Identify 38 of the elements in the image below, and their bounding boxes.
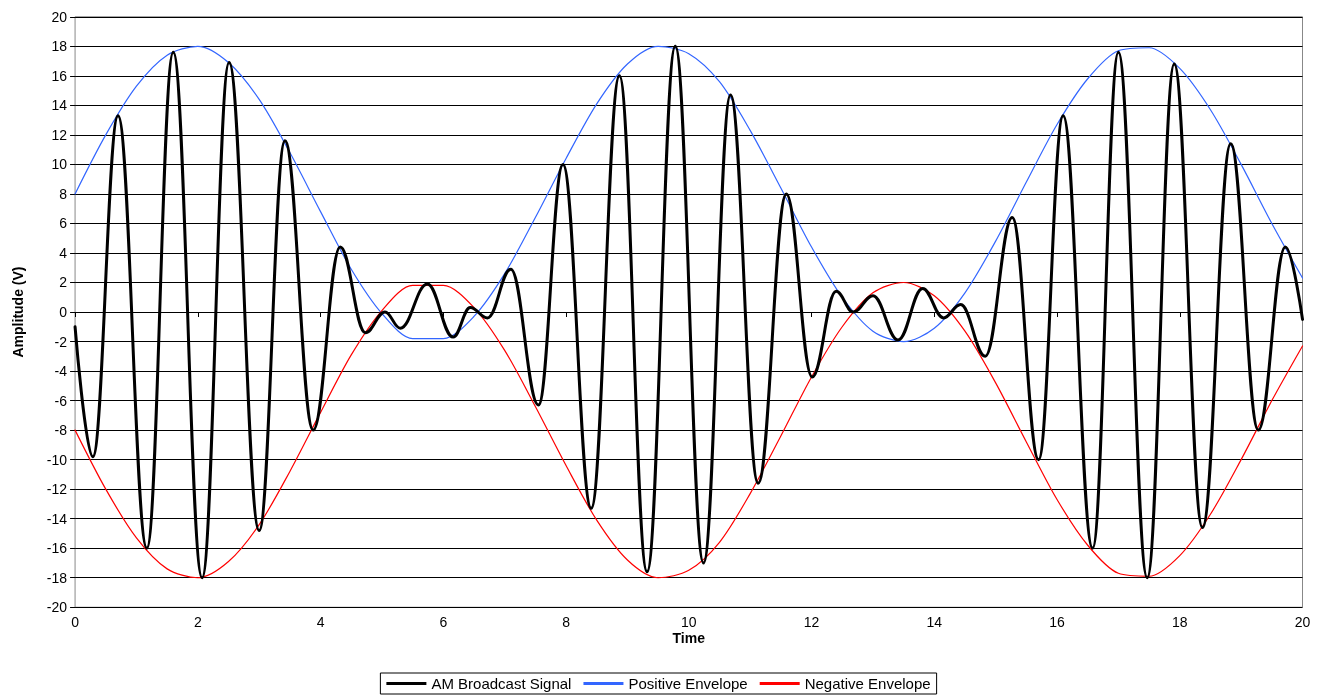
y-tick-label: -2 bbox=[54, 333, 68, 350]
x-tick-label: 18 bbox=[1171, 614, 1188, 631]
legend-label: AM Broadcast Signal bbox=[431, 675, 572, 692]
y-tick-label: 20 bbox=[51, 8, 68, 25]
y-tick-label: -16 bbox=[46, 540, 68, 557]
y-tick-label: 2 bbox=[59, 274, 68, 291]
y-tick-label: 10 bbox=[51, 156, 68, 173]
x-tick-label: 14 bbox=[926, 614, 943, 631]
y-tick-label: 12 bbox=[51, 126, 68, 143]
y-tick-label: -14 bbox=[46, 510, 68, 527]
y-tick-label: -12 bbox=[46, 481, 68, 498]
y-tick-label: 0 bbox=[59, 304, 68, 321]
legend-label: Positive Envelope bbox=[628, 675, 748, 692]
y-tick-label: -8 bbox=[54, 422, 68, 439]
x-tick-label: 8 bbox=[562, 614, 571, 631]
x-tick-label: 6 bbox=[439, 614, 448, 631]
y-tick-label: -10 bbox=[46, 451, 68, 468]
x-tick-label: 16 bbox=[1049, 614, 1066, 631]
y-tick-label: -20 bbox=[46, 599, 68, 616]
y-tick-label: 14 bbox=[51, 97, 68, 114]
x-axis-title: Time bbox=[672, 630, 706, 647]
x-tick-label: 0 bbox=[71, 614, 80, 631]
x-tick-label: 12 bbox=[803, 614, 820, 631]
y-tick-label: 4 bbox=[59, 244, 68, 261]
y-tick-label: -18 bbox=[46, 569, 68, 586]
y-tick-label: 16 bbox=[51, 67, 68, 84]
y-tick-label: -4 bbox=[54, 363, 68, 380]
line-series bbox=[73, 44, 1305, 580]
y-tick-label: -6 bbox=[54, 392, 68, 409]
x-tick-label: 2 bbox=[193, 614, 202, 631]
y-tick-label: 8 bbox=[59, 185, 68, 202]
x-tick-label: 4 bbox=[316, 614, 325, 631]
legend-label: Negative Envelope bbox=[804, 675, 931, 692]
y-tick-label: 18 bbox=[51, 38, 68, 55]
x-tick-label: 20 bbox=[1294, 614, 1311, 631]
y-tick-label: 6 bbox=[59, 215, 68, 232]
y-axis-title: Amplitude (V) bbox=[10, 266, 27, 358]
x-tick-label: 10 bbox=[681, 614, 697, 631]
